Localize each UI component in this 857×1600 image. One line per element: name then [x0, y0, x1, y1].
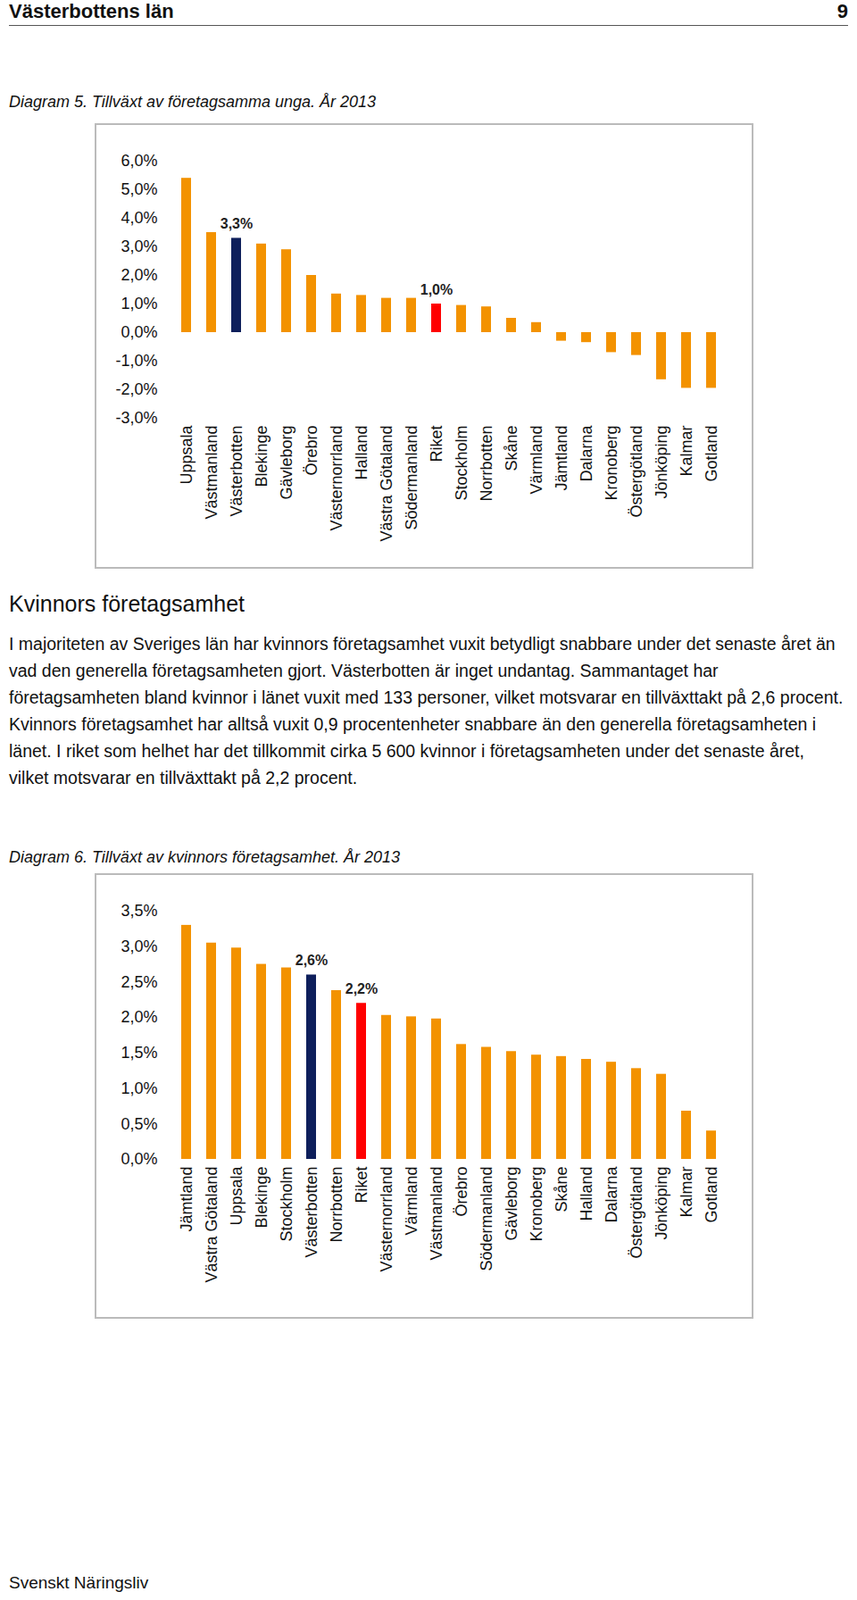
svg-text:6,0%: 6,0% [120, 151, 158, 170]
svg-text:Västerbotten: Västerbotten [227, 425, 246, 517]
svg-text:3,5%: 3,5% [120, 901, 158, 920]
svg-text:Norrbotten: Norrbotten [327, 1166, 346, 1243]
html-text:Diagram 6. Tillväxt av kvinnor: Diagram 6. Tillväxt av kvinnors företags… [8, 848, 400, 866]
svg-text:2,0%: 2,0% [120, 1007, 158, 1026]
svg-text:Riket: Riket [427, 425, 446, 463]
svg-text:Jämtland: Jämtland [177, 1166, 196, 1232]
svg-text:Gotland: Gotland [702, 425, 721, 483]
svg-text:Gävleborg: Gävleborg [277, 425, 296, 500]
svg-text:Västra Götaland: Västra Götaland [377, 425, 396, 542]
svg-text:1,0%: 1,0% [420, 282, 453, 298]
svg-text:Dalarna: Dalarna [602, 1165, 621, 1224]
svg-text:Örebro: Örebro [302, 425, 321, 476]
svg-text:Västmanland: Västmanland [427, 1166, 446, 1261]
svg-text:Södermanland: Södermanland [477, 1166, 496, 1272]
svg-text:Jönköping: Jönköping [652, 1166, 671, 1240]
svg-text:Gävleborg: Gävleborg [502, 1166, 521, 1241]
svg-text:1,0%: 1,0% [120, 1079, 158, 1098]
svg-text:Västernorrland: Västernorrland [327, 425, 346, 532]
svg-text:Värmland: Värmland [402, 1166, 421, 1236]
svg-text:2,5%: 2,5% [120, 973, 158, 991]
svg-text:Värmland: Värmland [527, 425, 546, 495]
svg-text:Kronoberg: Kronoberg [602, 425, 621, 501]
svg-text:Dalarna: Dalarna [577, 424, 596, 483]
svg-text:Kalmar: Kalmar [677, 424, 696, 476]
svg-text:Blekinge: Blekinge [252, 425, 271, 488]
svg-text:Uppsala: Uppsala [227, 1165, 246, 1226]
svg-text:Jönköping: Jönköping [652, 425, 671, 500]
html-text:I majoriteten av Sveriges län: I majoriteten av Sveriges län har kvinno… [8, 633, 843, 788]
svg-text:Blekinge: Blekinge [252, 1166, 271, 1229]
html-text:9: 9 [837, 0, 849, 23]
svg-text:Kalmar: Kalmar [677, 1165, 696, 1217]
html-text:Kvinnors företagsamhet: Kvinnors företagsamhet [8, 590, 245, 616]
svg-text:0,5%: 0,5% [120, 1114, 158, 1133]
svg-text:Stockholm: Stockholm [277, 1166, 296, 1242]
svg-text:Västernorrland: Västernorrland [377, 1166, 396, 1273]
html-text:Diagram 5. Tillväxt av företag: Diagram 5. Tillväxt av företagsamma unga… [8, 92, 376, 111]
svg-text:2,2%: 2,2% [345, 981, 378, 997]
svg-text:3,3%: 3,3% [220, 216, 253, 232]
svg-text:0,0%: 0,0% [120, 323, 158, 342]
svg-text:Gotland: Gotland [702, 1166, 721, 1224]
svg-text:0,0%: 0,0% [120, 1149, 158, 1168]
svg-text:Örebro: Örebro [452, 1166, 471, 1217]
svg-text:3,0%: 3,0% [120, 237, 158, 256]
svg-text:Västra Götaland: Västra Götaland [202, 1166, 221, 1283]
svg-text:Stockholm: Stockholm [452, 425, 471, 501]
svg-text:-2,0%: -2,0% [115, 380, 158, 399]
svg-text:5,0%: 5,0% [120, 180, 158, 199]
svg-text:Riket: Riket [352, 1166, 371, 1204]
svg-text:4,0%: 4,0% [120, 208, 158, 227]
svg-text:2,0%: 2,0% [120, 266, 158, 284]
svg-text:-1,0%: -1,0% [115, 351, 158, 370]
svg-text:Uppsala: Uppsala [177, 424, 196, 485]
svg-text:Kronoberg: Kronoberg [527, 1166, 546, 1242]
svg-text:Skåne: Skåne [552, 1166, 571, 1213]
svg-text:1,0%: 1,0% [120, 294, 158, 313]
svg-text:Östergötland: Östergötland [627, 1166, 646, 1259]
svg-text:Västerbotten: Västerbotten [302, 1166, 321, 1258]
svg-text:1,5%: 1,5% [120, 1043, 158, 1062]
html-text:Västerbottens län: Västerbottens län [8, 0, 174, 23]
svg-text:-3,0%: -3,0% [115, 408, 158, 427]
svg-text:2,6%: 2,6% [295, 952, 328, 968]
svg-text:Halland: Halland [352, 425, 371, 481]
html-text:Svenskt Näringsliv: Svenskt Näringsliv [8, 1572, 149, 1592]
svg-text:Jämtland: Jämtland [552, 425, 571, 491]
svg-text:Västmanland: Västmanland [202, 425, 221, 520]
svg-text:Skåne: Skåne [502, 425, 521, 472]
svg-text:Halland: Halland [577, 1166, 596, 1222]
svg-text:Södermanland: Södermanland [402, 425, 421, 531]
svg-text:Norrbotten: Norrbotten [477, 425, 496, 502]
svg-text:Östergötland: Östergötland [627, 425, 646, 518]
svg-text:3,0%: 3,0% [120, 937, 158, 956]
